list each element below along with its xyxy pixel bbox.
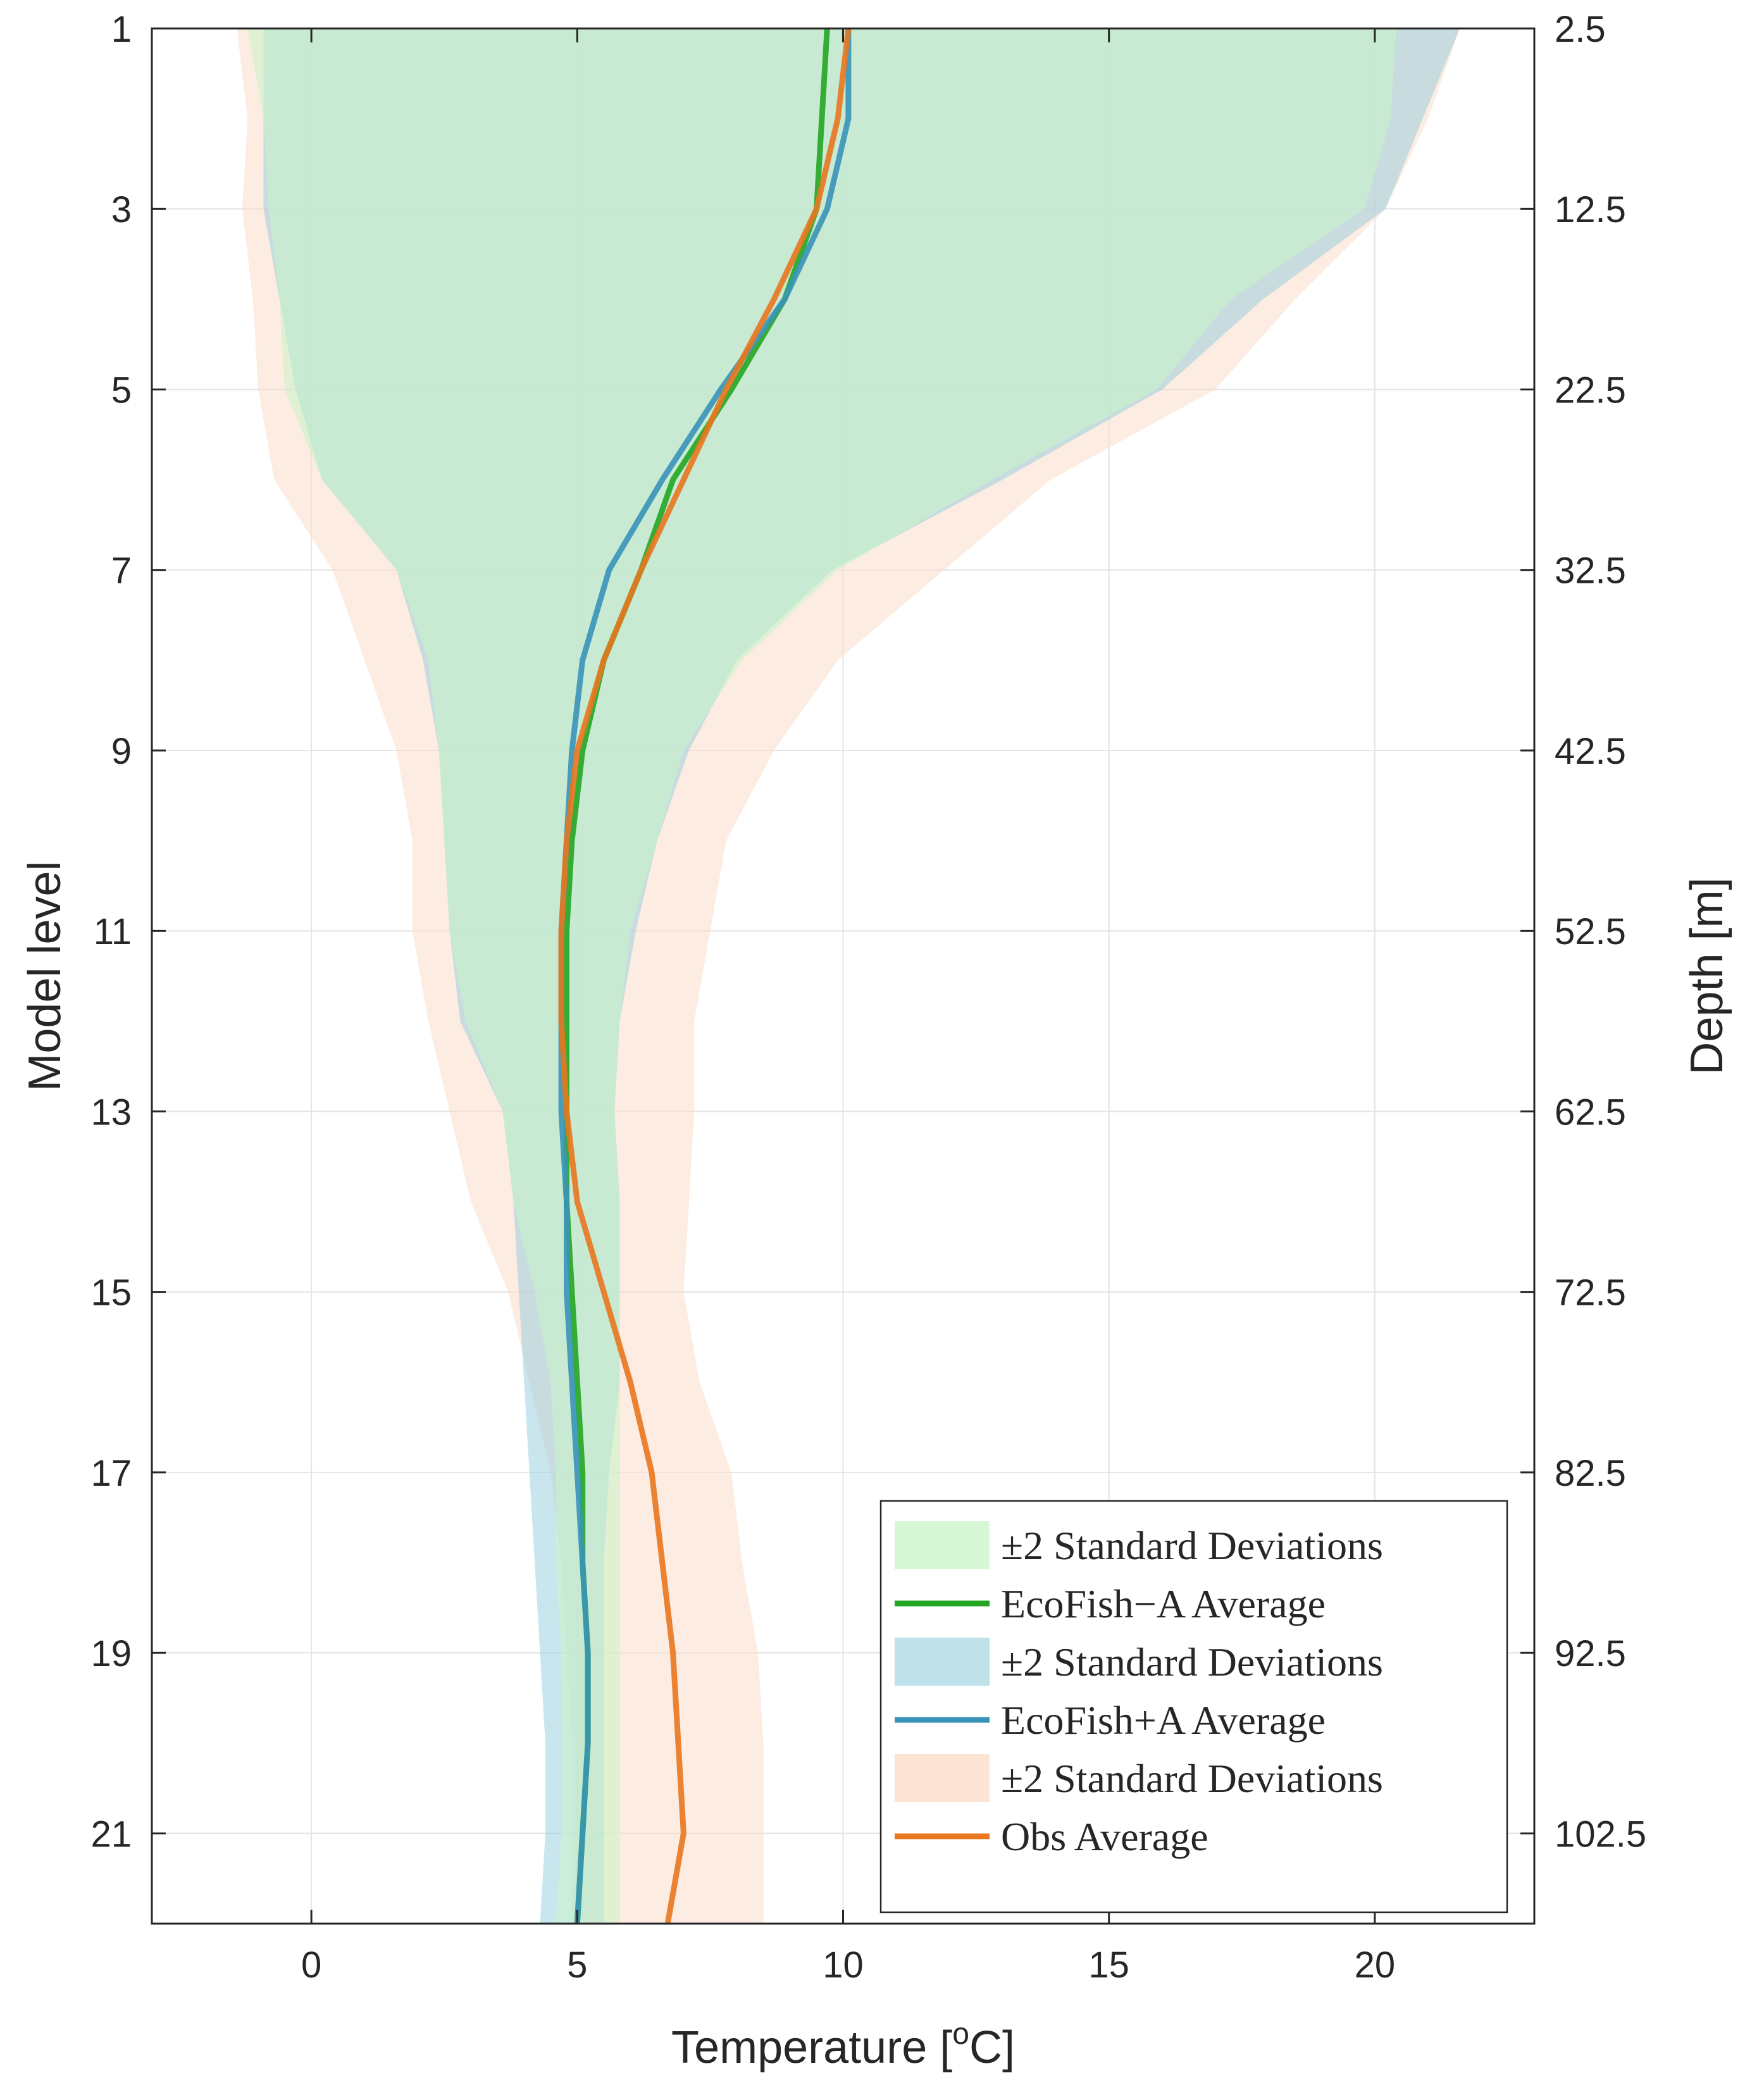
legend-label: EcoFish+A Average: [1001, 1698, 1326, 1743]
x-tick-label: 0: [301, 1945, 321, 1986]
legend-label: ±2 Standard Deviations: [1001, 1756, 1383, 1801]
right-y-tick-label: 82.5: [1555, 1453, 1626, 1494]
legend: ±2 Standard Deviations EcoFish−A Average ±…: [879, 1500, 1508, 1914]
right-y-tick-label: 72.5: [1555, 1273, 1626, 1314]
average-lines: [558, 28, 852, 1924]
legend-swatch-band: [895, 1754, 990, 1802]
legend-label: Obs Average: [1001, 1814, 1208, 1859]
left-y-tick-label: 13: [90, 1092, 132, 1133]
left-y-tick-label: 9: [111, 731, 132, 772]
x-tick-label: 20: [1355, 1945, 1396, 1986]
axis-ticks: [152, 27, 1534, 1924]
left-y-tick-label: 3: [111, 189, 132, 230]
right-y-tick-label: 62.5: [1555, 1092, 1626, 1133]
left-y-tick-label: 1: [111, 9, 132, 50]
legend-box: [879, 1500, 1508, 1914]
right-y-tick-labels: 2.5 12.5 22.5 32.5 42.5 52.5 62.5 72.5 82.5 92.5 1…: [1555, 9, 1646, 1855]
left-y-tick-label: 7: [111, 551, 132, 592]
left-y-tick-label: 17: [90, 1453, 132, 1494]
legend-label: ±2 Standard Deviations: [1001, 1640, 1383, 1684]
right-y-tick-label: 32.5: [1555, 551, 1626, 592]
right-y-tick-label: 102.5: [1555, 1814, 1646, 1855]
std-band-ecofish-a: [247, 28, 1396, 1924]
left-y-tick-label: 21: [90, 1814, 132, 1855]
right-y-tick-label: 2.5: [1555, 9, 1606, 50]
right-y-axis-label: Depth [m]: [1682, 877, 1732, 1074]
left-y-axis-label: Model level: [20, 861, 70, 1091]
x-tick-label: 15: [1088, 1945, 1129, 1986]
left-y-tick-label: 15: [90, 1273, 132, 1314]
std-dev-bands: [237, 28, 1460, 1924]
x-axis-label: Temperature [oC]: [671, 2017, 1015, 2073]
legend-swatch-band: [895, 1521, 990, 1569]
right-y-tick-label: 22.5: [1555, 370, 1626, 411]
left-y-tick-label: 5: [111, 370, 132, 411]
legend-label: EcoFish−A Average: [1001, 1581, 1326, 1626]
x-tick-labels: 0 5 10 15 20: [301, 1945, 1395, 1986]
right-y-tick-label: 12.5: [1555, 189, 1626, 230]
left-y-tick-label: 19: [90, 1633, 132, 1674]
right-y-tick-label: 42.5: [1555, 731, 1626, 772]
legend-label: ±2 Standard Deviations: [1001, 1523, 1383, 1568]
x-tick-label: 10: [823, 1945, 864, 1986]
right-y-tick-label: 92.5: [1555, 1633, 1626, 1674]
average-line-obs: [558, 28, 852, 1924]
left-y-tick-label: 11: [94, 911, 132, 952]
x-tick-label: 5: [567, 1945, 587, 1986]
right-y-tick-label: 52.5: [1555, 911, 1626, 952]
legend-swatch-band: [895, 1638, 990, 1686]
